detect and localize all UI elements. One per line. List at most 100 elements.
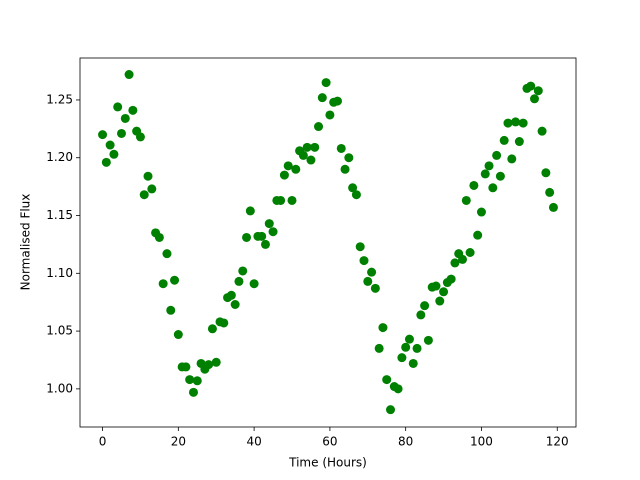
data-point [105, 140, 115, 150]
data-point [173, 330, 183, 340]
data-point [423, 335, 433, 345]
data-point [279, 170, 289, 180]
data-point [116, 128, 126, 138]
data-point [386, 405, 396, 415]
data-point [143, 171, 153, 181]
data-point [408, 358, 418, 368]
data-point [283, 161, 293, 171]
data-point [370, 283, 380, 293]
data-point [230, 300, 240, 310]
data-point [431, 281, 441, 291]
data-point [238, 266, 248, 276]
data-point [359, 256, 369, 266]
data-point [537, 126, 547, 136]
data-point [340, 164, 350, 174]
data-point [495, 171, 505, 181]
data-point [260, 239, 270, 249]
data-point [461, 195, 471, 205]
data-point [234, 276, 244, 286]
data-point [204, 360, 214, 370]
data-point [363, 276, 373, 286]
data-point [332, 96, 342, 106]
data-point [469, 180, 479, 190]
data-point [185, 375, 195, 385]
data-point [310, 142, 320, 152]
data-point [458, 254, 468, 264]
data-point [154, 232, 164, 242]
data-point [351, 190, 361, 200]
data-point [499, 135, 509, 145]
data-point [298, 150, 308, 160]
data-point [492, 150, 502, 160]
data-point [348, 183, 358, 193]
data-point [355, 242, 365, 252]
y-tick-label: 1.20 [46, 150, 73, 164]
data-point [302, 142, 312, 152]
data-point [321, 78, 331, 88]
data-point [435, 296, 445, 306]
data-point [226, 290, 236, 300]
y-tick-label: 1.10 [46, 266, 73, 280]
data-point [264, 219, 274, 229]
data-point [101, 157, 111, 167]
y-tick-label: 1.00 [46, 381, 73, 395]
data-point [480, 169, 490, 179]
data-point [139, 190, 149, 200]
data-point [166, 305, 176, 315]
data-point [325, 110, 335, 120]
data-point [211, 357, 221, 367]
data-point [162, 249, 172, 259]
data-point [291, 164, 301, 174]
x-axis-label: Time (Hours) [288, 456, 367, 470]
y-axis-label: Normalised Flux [19, 194, 33, 291]
data-point [109, 149, 119, 159]
data-point [412, 343, 422, 353]
x-tick-label: 120 [546, 435, 569, 449]
data-point [374, 343, 384, 353]
plot-frame [79, 57, 577, 428]
y-tick-label: 1.25 [46, 92, 73, 106]
y-tick-label: 1.05 [46, 324, 73, 338]
data-point [503, 118, 513, 128]
data-point [378, 323, 388, 333]
data-point [306, 155, 316, 165]
data-point [465, 247, 475, 257]
data-point [439, 287, 449, 297]
data-point [276, 195, 286, 205]
data-point [507, 154, 517, 164]
data-point [314, 122, 324, 132]
data-point [135, 132, 145, 142]
data-point [533, 86, 543, 96]
data-point [245, 206, 255, 216]
data-point [120, 113, 130, 123]
data-point [170, 275, 180, 285]
data-point [192, 376, 202, 386]
data-point [488, 183, 498, 193]
data-point [526, 81, 536, 91]
data-point [207, 324, 217, 334]
x-tick-label: 0 [99, 435, 107, 449]
data-point [518, 118, 528, 128]
data-point [545, 187, 555, 197]
data-point [147, 184, 157, 194]
x-tick-label: 20 [171, 435, 186, 449]
data-point [287, 195, 297, 205]
data-point [511, 117, 521, 127]
data-point [548, 202, 558, 212]
data-point [336, 143, 346, 153]
data-point [450, 258, 460, 268]
y-tick-label: 1.15 [46, 208, 73, 222]
data-point [317, 93, 327, 103]
data-point [401, 342, 411, 352]
data-point [188, 387, 198, 397]
data-point [473, 230, 483, 240]
data-point [541, 168, 551, 178]
x-tick-label: 60 [322, 435, 337, 449]
data-point [476, 207, 486, 217]
x-tick-label: 40 [246, 435, 261, 449]
data-point [530, 94, 540, 104]
data-point [416, 310, 426, 320]
data-point [514, 137, 524, 147]
